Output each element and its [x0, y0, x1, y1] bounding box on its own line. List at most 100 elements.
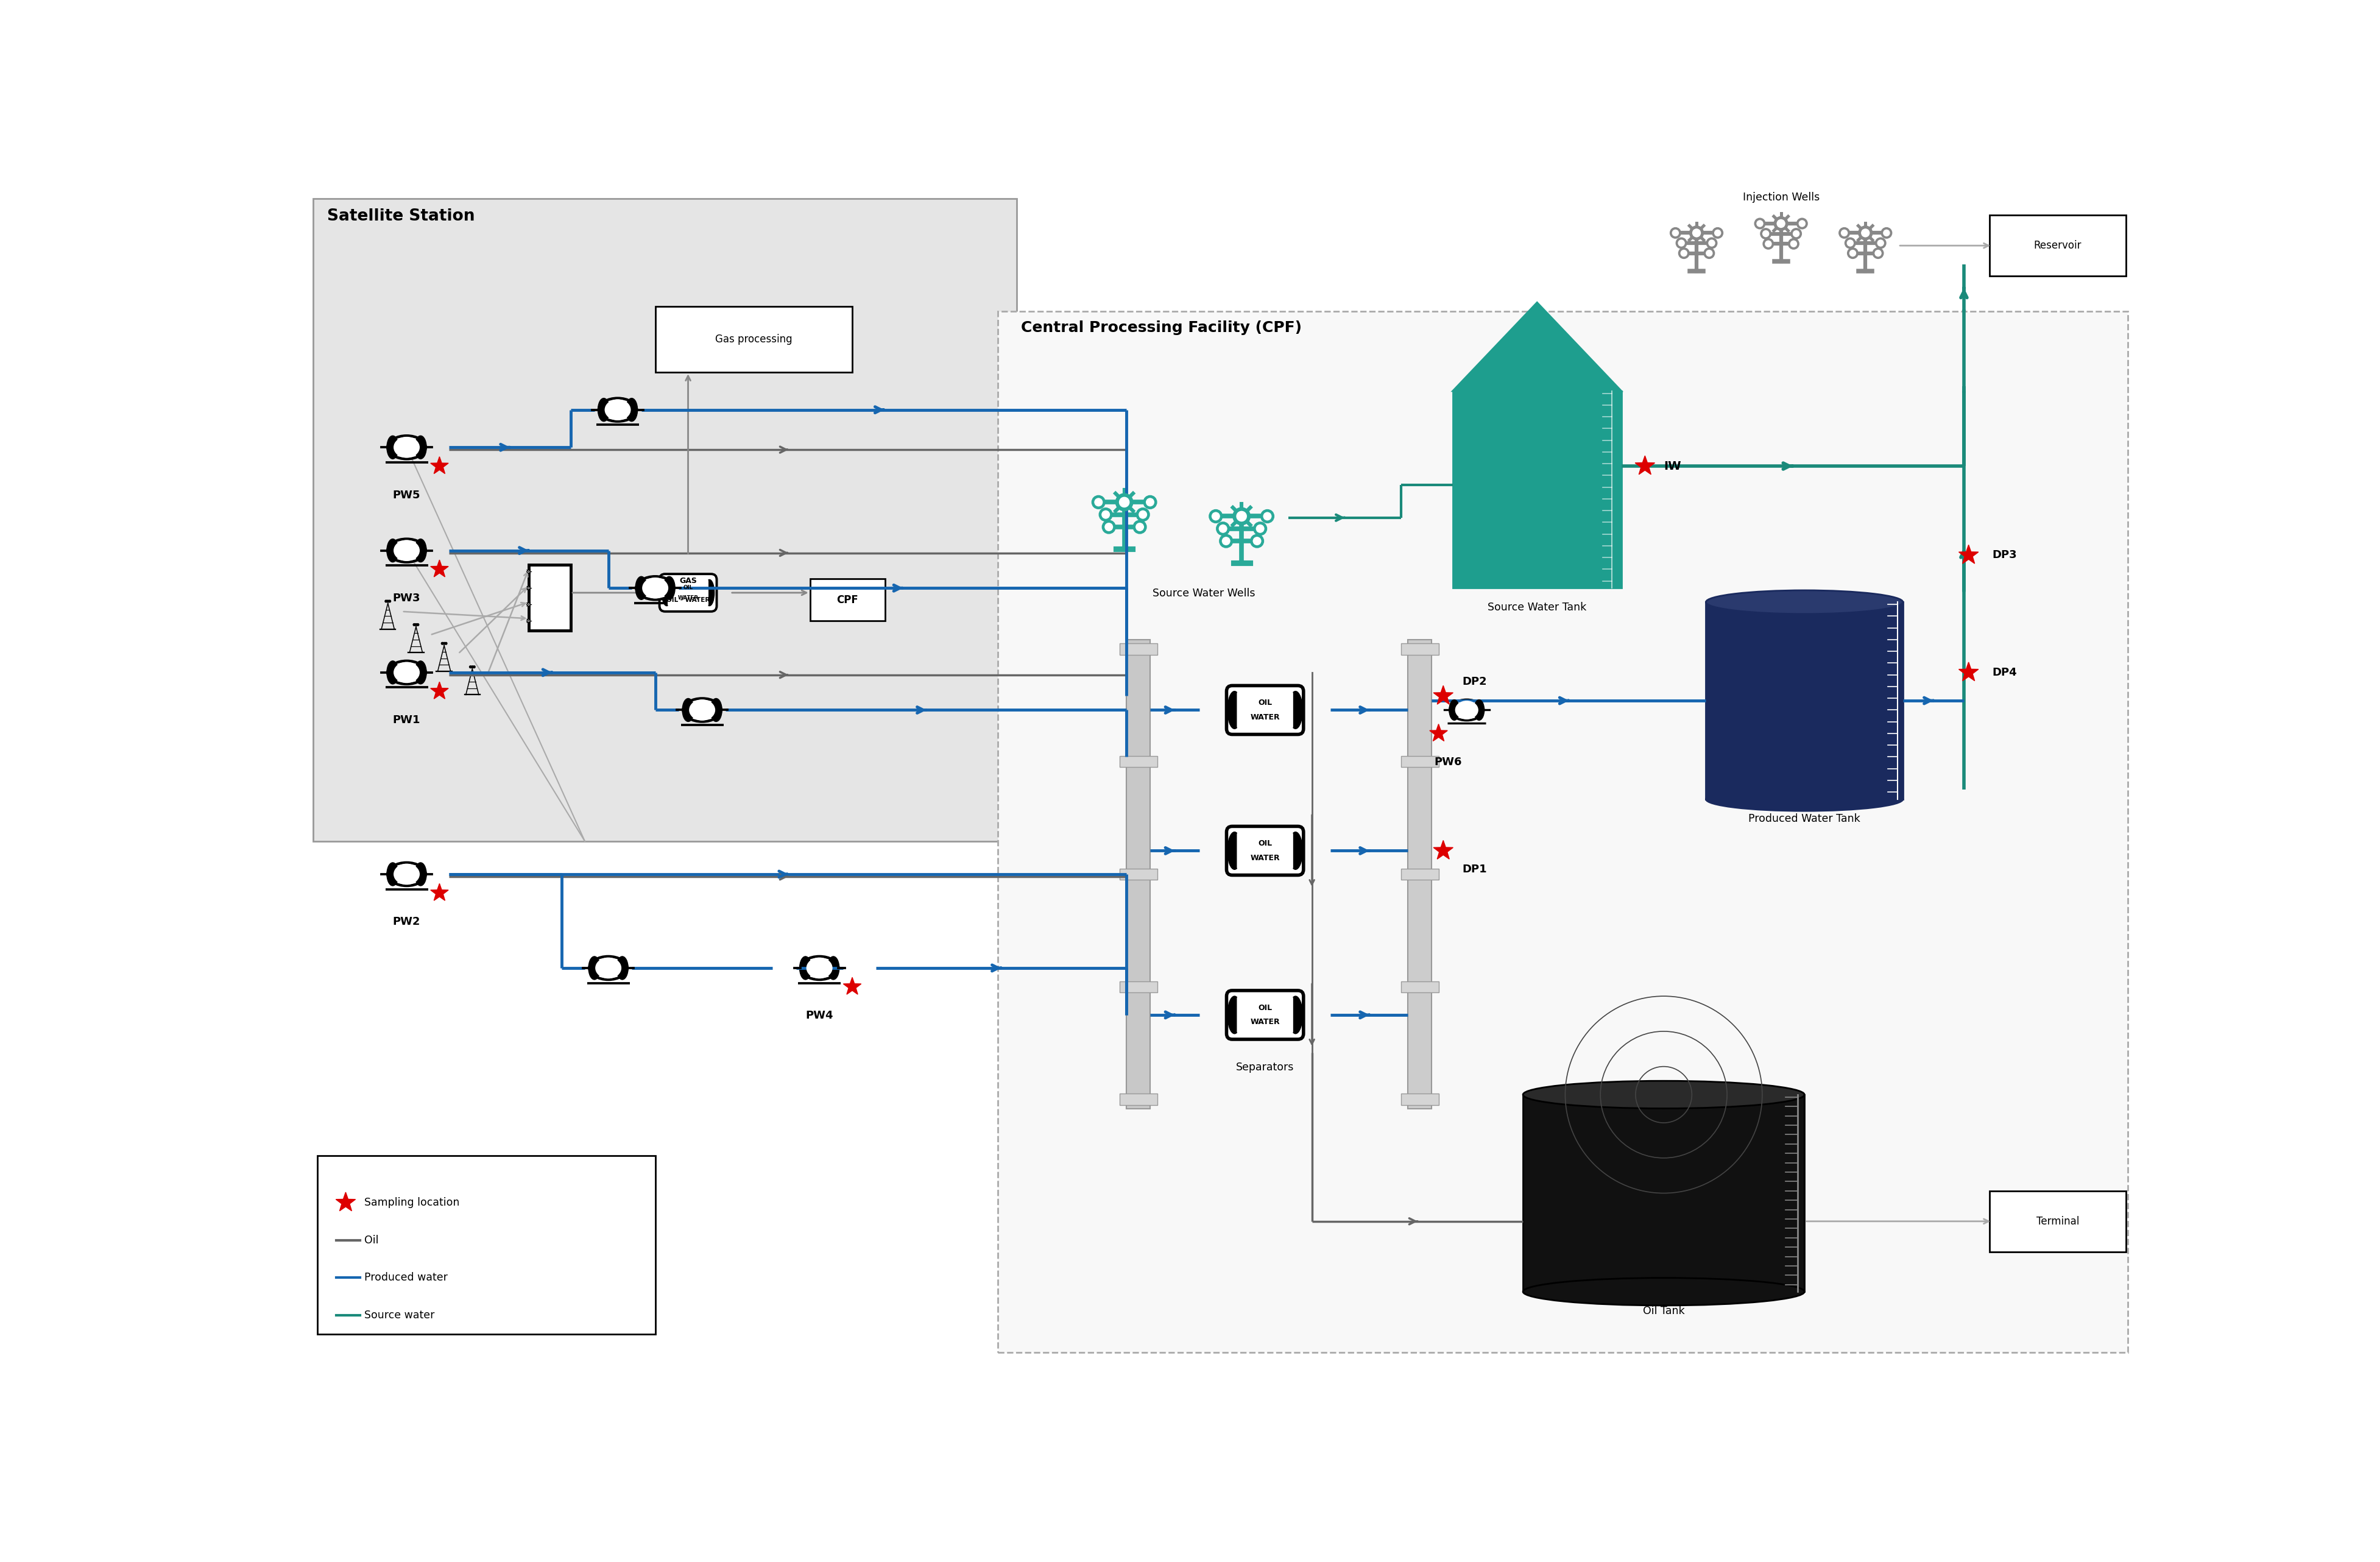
Ellipse shape: [800, 956, 838, 979]
Circle shape: [1873, 248, 1883, 258]
Circle shape: [416, 623, 419, 626]
Text: Central Processing Facility (CPF): Central Processing Facility (CPF): [1021, 320, 1302, 336]
Ellipse shape: [1449, 700, 1459, 720]
Polygon shape: [1635, 456, 1654, 475]
Polygon shape: [1433, 840, 1454, 859]
Bar: [1119, 868, 1157, 879]
Circle shape: [1671, 228, 1680, 237]
Circle shape: [1714, 228, 1723, 237]
Ellipse shape: [1706, 590, 1904, 614]
Text: WATER: WATER: [1250, 714, 1280, 722]
Ellipse shape: [807, 958, 833, 978]
FancyBboxPatch shape: [1238, 997, 1292, 1034]
Text: Gas processing: Gas processing: [714, 334, 793, 345]
Text: WATER: WATER: [1250, 1018, 1280, 1026]
Ellipse shape: [388, 862, 426, 886]
Bar: [1119, 644, 1157, 654]
Ellipse shape: [1288, 692, 1302, 729]
Ellipse shape: [1473, 700, 1485, 720]
Bar: [1402, 1093, 1438, 1104]
FancyBboxPatch shape: [659, 573, 716, 611]
FancyBboxPatch shape: [1226, 686, 1304, 734]
Circle shape: [1754, 219, 1764, 228]
Circle shape: [1216, 523, 1228, 534]
Text: IW: IW: [1664, 461, 1680, 472]
Circle shape: [1875, 239, 1885, 248]
Text: PW6: PW6: [1435, 758, 1461, 769]
Ellipse shape: [388, 436, 397, 459]
Circle shape: [1680, 248, 1687, 258]
Ellipse shape: [590, 956, 628, 979]
Circle shape: [1138, 509, 1150, 520]
Text: OIL: OIL: [683, 586, 693, 590]
Ellipse shape: [635, 576, 647, 600]
Ellipse shape: [1449, 700, 1483, 720]
Circle shape: [445, 642, 447, 645]
FancyBboxPatch shape: [1226, 826, 1304, 875]
Circle shape: [386, 600, 388, 603]
Ellipse shape: [683, 698, 721, 722]
Bar: [1706, 601, 1904, 800]
Bar: [317, 1156, 655, 1334]
Polygon shape: [431, 884, 447, 901]
Polygon shape: [1433, 686, 1454, 704]
Text: OIL: OIL: [1259, 1004, 1271, 1012]
Circle shape: [469, 665, 471, 669]
Circle shape: [1690, 226, 1702, 239]
Text: Sampling location: Sampling location: [364, 1196, 459, 1207]
Text: Source Water Wells: Source Water Wells: [1152, 587, 1254, 598]
Ellipse shape: [1228, 833, 1242, 870]
Ellipse shape: [616, 956, 628, 979]
FancyBboxPatch shape: [809, 578, 885, 620]
Polygon shape: [1430, 725, 1447, 740]
Ellipse shape: [1228, 997, 1242, 1034]
Circle shape: [386, 600, 390, 603]
Circle shape: [414, 623, 416, 626]
Circle shape: [412, 623, 416, 626]
Bar: [1119, 1093, 1157, 1104]
Circle shape: [1775, 217, 1787, 230]
Ellipse shape: [414, 539, 426, 562]
Ellipse shape: [662, 580, 671, 606]
Text: DP3: DP3: [1992, 550, 2016, 561]
Circle shape: [1104, 522, 1114, 533]
Circle shape: [1704, 248, 1714, 258]
FancyBboxPatch shape: [1238, 833, 1292, 870]
Ellipse shape: [1454, 701, 1478, 720]
Polygon shape: [1452, 303, 1621, 390]
Circle shape: [443, 642, 445, 645]
Bar: [1119, 981, 1157, 992]
Text: WATER: WATER: [678, 595, 697, 600]
FancyBboxPatch shape: [655, 306, 852, 372]
Bar: [1523, 1095, 1804, 1292]
Bar: [1452, 390, 1621, 587]
Text: Source water: Source water: [364, 1309, 436, 1320]
Text: CPF: CPF: [838, 594, 859, 604]
Ellipse shape: [414, 436, 426, 459]
Text: Produced Water Tank: Produced Water Tank: [1749, 814, 1861, 825]
Ellipse shape: [800, 956, 812, 979]
Circle shape: [1797, 219, 1806, 228]
Bar: [528, 564, 571, 629]
Bar: [1402, 756, 1438, 767]
Text: Reservoir: Reservoir: [2035, 241, 2082, 251]
Circle shape: [440, 642, 445, 645]
Circle shape: [471, 665, 474, 669]
Bar: [1126, 640, 1150, 1109]
Text: PW3: PW3: [393, 592, 421, 603]
Text: Separators: Separators: [1235, 1062, 1295, 1073]
Text: Satellite Station: Satellite Station: [326, 208, 474, 223]
Circle shape: [1252, 536, 1264, 547]
Circle shape: [1145, 497, 1157, 508]
Ellipse shape: [414, 862, 426, 886]
Text: Injection Wells: Injection Wells: [1742, 192, 1818, 203]
Bar: [1409, 640, 1430, 1109]
Ellipse shape: [597, 398, 609, 422]
Ellipse shape: [388, 539, 397, 562]
Text: PW5: PW5: [393, 489, 421, 500]
Circle shape: [1840, 228, 1849, 237]
Circle shape: [1254, 523, 1266, 534]
Circle shape: [1859, 226, 1871, 239]
Polygon shape: [431, 456, 447, 473]
Text: Source Water Tank: Source Water Tank: [1488, 601, 1587, 612]
